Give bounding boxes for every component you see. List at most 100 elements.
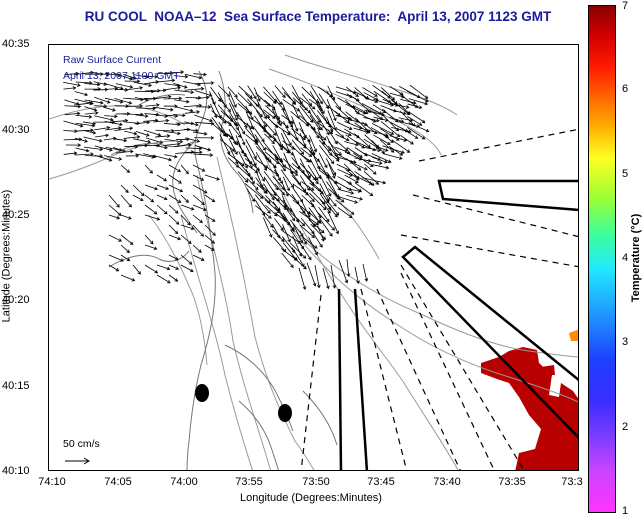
current-vector xyxy=(180,224,195,231)
y-tick-label: 40:15 xyxy=(2,380,30,392)
current-vector xyxy=(94,133,110,138)
current-vector xyxy=(301,187,315,203)
current-vector xyxy=(319,174,332,197)
current-vector xyxy=(143,96,157,101)
current-vector xyxy=(184,110,200,114)
current-vector xyxy=(144,244,158,251)
current-vector xyxy=(144,234,154,245)
current-vector xyxy=(301,181,315,191)
current-vector xyxy=(274,157,286,172)
x-tick-label: 74:10 xyxy=(38,476,66,488)
current-vector xyxy=(64,104,82,109)
current-vector xyxy=(380,87,396,101)
current-vector xyxy=(408,122,430,133)
station-marker xyxy=(195,384,209,402)
current-vector xyxy=(195,95,210,100)
current-vector xyxy=(272,229,285,243)
radar-coverage xyxy=(300,128,578,470)
x-tick-label: 74:05 xyxy=(104,476,132,488)
current-vector xyxy=(389,135,408,142)
current-vector xyxy=(135,106,156,111)
current-vector xyxy=(172,113,186,118)
y-tick-label: 40:30 xyxy=(2,124,30,136)
current-vector xyxy=(229,103,238,121)
current-vector xyxy=(372,156,388,164)
current-vector xyxy=(372,164,390,170)
current-vector xyxy=(317,225,325,242)
current-vector xyxy=(344,174,359,184)
current-vector xyxy=(120,164,131,173)
current-vector xyxy=(75,114,93,119)
current-vector xyxy=(184,121,199,127)
current-vector xyxy=(153,106,174,112)
current-vector xyxy=(168,164,182,173)
current-vector xyxy=(364,159,383,165)
current-vector xyxy=(120,244,130,254)
current-vector xyxy=(229,146,239,165)
legend-source: Raw Surface Current xyxy=(63,54,162,66)
current-vector xyxy=(281,128,292,147)
current-vector xyxy=(228,97,239,118)
current-vector xyxy=(314,265,321,289)
current-vector xyxy=(194,135,215,140)
current-vector xyxy=(193,153,214,157)
scale-label: 50 cm/s xyxy=(63,438,100,450)
current-vector xyxy=(155,94,172,99)
current-vector xyxy=(173,82,188,89)
current-vector xyxy=(145,103,160,107)
current-vector xyxy=(292,199,311,215)
current-vector xyxy=(337,168,353,177)
current-vector xyxy=(389,103,410,109)
current-vector xyxy=(327,151,340,162)
current-vector xyxy=(228,91,237,108)
current-vector xyxy=(184,137,201,143)
current-vector xyxy=(180,214,191,226)
current-vector xyxy=(168,224,179,235)
current-vector xyxy=(227,86,238,98)
current-vector xyxy=(245,127,259,143)
current-vector xyxy=(168,274,179,282)
current-vector xyxy=(63,151,78,156)
current-vector xyxy=(164,154,178,159)
current-vector xyxy=(237,103,250,114)
current-vector xyxy=(153,144,168,150)
current-vector xyxy=(337,188,355,195)
current-vector xyxy=(185,146,203,151)
current-vector xyxy=(274,183,285,196)
current-vector xyxy=(316,114,330,136)
current-vector xyxy=(175,150,195,155)
current-vector xyxy=(63,86,77,90)
current-vector xyxy=(156,184,170,191)
current-vector xyxy=(381,90,398,105)
current-vector xyxy=(244,93,260,107)
x-tick-label: 73:35 xyxy=(498,476,526,488)
current-vector xyxy=(307,164,319,181)
y-tick-label: 40:20 xyxy=(2,294,30,306)
current-vector xyxy=(318,152,328,169)
current-vector xyxy=(264,99,276,111)
current-vector xyxy=(120,234,134,245)
current-vector xyxy=(237,171,249,183)
current-vector xyxy=(174,89,195,95)
current-vector xyxy=(163,130,181,136)
current-vector xyxy=(115,149,134,154)
y-tick-label: 40:10 xyxy=(2,465,30,477)
current-vector xyxy=(94,115,114,122)
current-vector xyxy=(335,133,350,142)
current-vector xyxy=(310,127,327,141)
current-vector xyxy=(108,204,122,216)
current-vector xyxy=(153,88,167,93)
current-vector xyxy=(113,118,129,123)
current-vector xyxy=(132,184,145,197)
current-vector xyxy=(124,86,144,91)
current-vector xyxy=(274,218,284,231)
current-vector xyxy=(254,194,271,214)
current-vector xyxy=(362,146,382,153)
x-tick-label: 73:50 xyxy=(302,476,330,488)
current-vector xyxy=(282,164,299,176)
current-vector xyxy=(299,115,316,131)
current-vector xyxy=(338,260,349,284)
current-vector xyxy=(237,128,246,146)
current-vector xyxy=(398,117,414,123)
current-vector xyxy=(407,90,429,103)
